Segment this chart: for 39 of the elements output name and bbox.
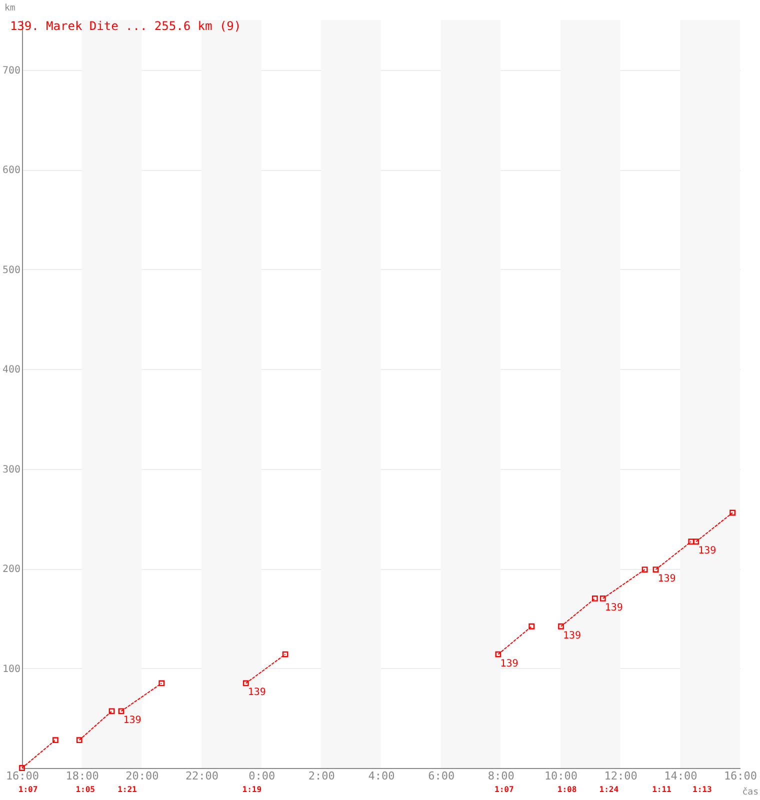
annotation: 139 xyxy=(658,574,676,585)
x-axis-title: čas xyxy=(742,786,758,798)
text: 1:19 xyxy=(242,785,262,794)
annotation: 139 xyxy=(500,658,518,670)
y-tick-label: 400 xyxy=(2,364,20,376)
y-tick-label: 100 xyxy=(2,664,20,675)
x-tick-label: 0:00 xyxy=(248,770,276,782)
text: 1:08 xyxy=(557,785,577,794)
x-tick-label: 2:00 xyxy=(308,770,335,782)
x-tick-label: 20:00 xyxy=(126,770,159,782)
annotation: 139 xyxy=(248,687,266,698)
chart-title: 139. Marek Dite ... 255.6 km (9) xyxy=(10,19,242,33)
x-tick-label: 22:00 xyxy=(185,770,219,782)
x-tick-label: 16:00 xyxy=(724,770,758,782)
x-tick-label: 4:00 xyxy=(368,770,395,782)
x-tick-label: 8:00 xyxy=(488,770,514,782)
x-tick-label: 12:00 xyxy=(604,770,638,782)
annotation: 139 xyxy=(698,546,716,557)
annotation: 139 xyxy=(563,630,582,642)
x-tick-label: 6:00 xyxy=(428,770,455,782)
y-axis-title: km xyxy=(4,4,16,14)
y-tick-label: 300 xyxy=(2,464,20,476)
text: 1:11 xyxy=(652,785,672,794)
annotation: 139 xyxy=(123,715,142,726)
text: 1:24 xyxy=(599,785,619,794)
annotation: 139 xyxy=(604,602,623,614)
text: 1:13 xyxy=(692,785,712,794)
x-tick-label: 10:00 xyxy=(544,770,578,782)
x-tick-label: 18:00 xyxy=(66,770,99,782)
text: 1:21 xyxy=(118,785,138,794)
text: 1:07 xyxy=(18,785,38,794)
text: 1:07 xyxy=(494,785,514,794)
x-tick-label: 16:00 xyxy=(6,770,40,782)
y-tick-label: 200 xyxy=(2,564,20,576)
x-tick-label: 14:00 xyxy=(664,770,698,782)
y-tick-label: 700 xyxy=(2,65,20,76)
y-tick-label: 500 xyxy=(2,264,20,276)
text: 1:05 xyxy=(76,785,96,794)
y-tick-label: 600 xyxy=(2,165,20,176)
